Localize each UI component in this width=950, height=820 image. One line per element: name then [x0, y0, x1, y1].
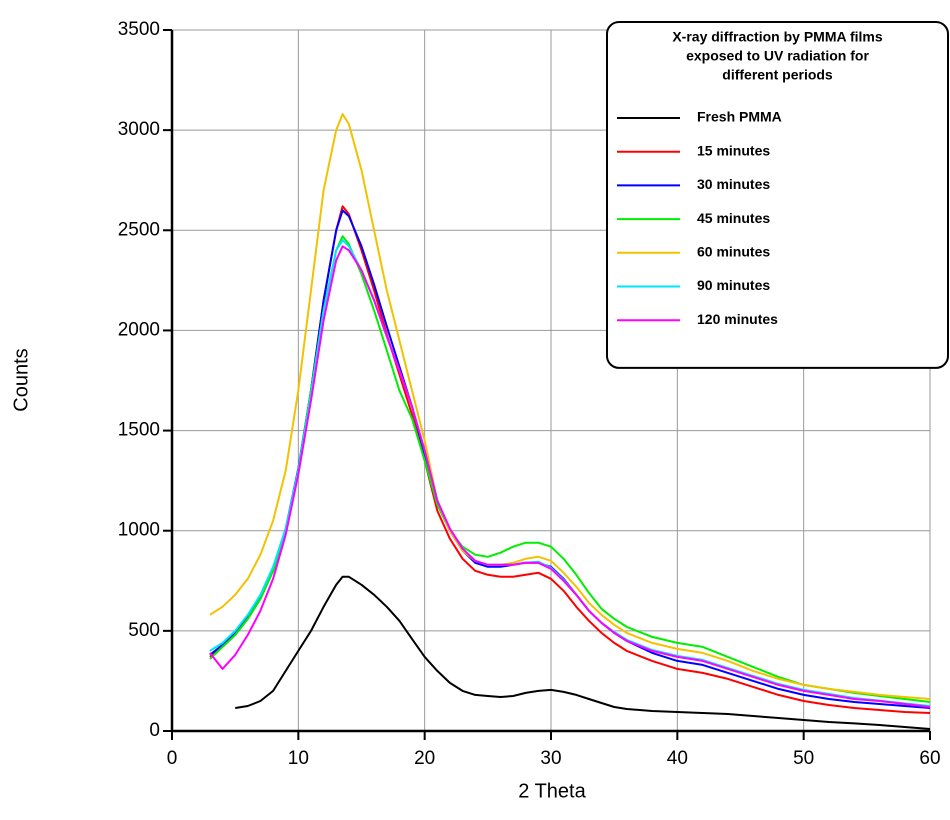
x-tick-label: 20: [414, 748, 435, 769]
y-tick-label: 500: [128, 620, 160, 641]
legend-label: Fresh PMMA: [697, 109, 782, 125]
x-tick-label: 40: [667, 748, 688, 769]
y-tick-label: 1500: [118, 420, 160, 441]
y-tick-label: 2500: [118, 219, 160, 240]
x-axis-label: 2 Theta: [518, 780, 586, 802]
legend-title: exposed to UV radiation for: [686, 48, 869, 64]
series-line: [235, 575, 931, 730]
x-tick-label: 60: [919, 748, 940, 769]
y-tick-label: 1000: [118, 520, 160, 541]
legend-label: 45 minutes: [697, 210, 770, 226]
x-tick-label: 0: [167, 748, 178, 769]
legend-label: 120 minutes: [697, 311, 778, 327]
y-tick-label: 0: [149, 720, 160, 741]
x-tick-label: 50: [793, 748, 814, 769]
x-tick-label: 30: [540, 748, 561, 769]
y-tick-label: 2000: [118, 319, 160, 340]
legend-title: X-ray diffraction by PMMA films: [672, 29, 883, 45]
x-tick-label: 10: [288, 748, 309, 769]
legend-label: 15 minutes: [697, 142, 770, 158]
y-tick-label: 3500: [118, 19, 160, 40]
legend-label: 60 minutes: [697, 244, 770, 260]
series-line: [209, 245, 931, 708]
legend-box: [606, 21, 949, 369]
legend-label: 30 minutes: [697, 176, 770, 192]
legend-title: different periods: [722, 67, 833, 83]
y-tick-label: 3000: [118, 119, 160, 140]
legend-label: 90 minutes: [697, 277, 770, 293]
y-axis-label: Counts: [10, 348, 32, 411]
